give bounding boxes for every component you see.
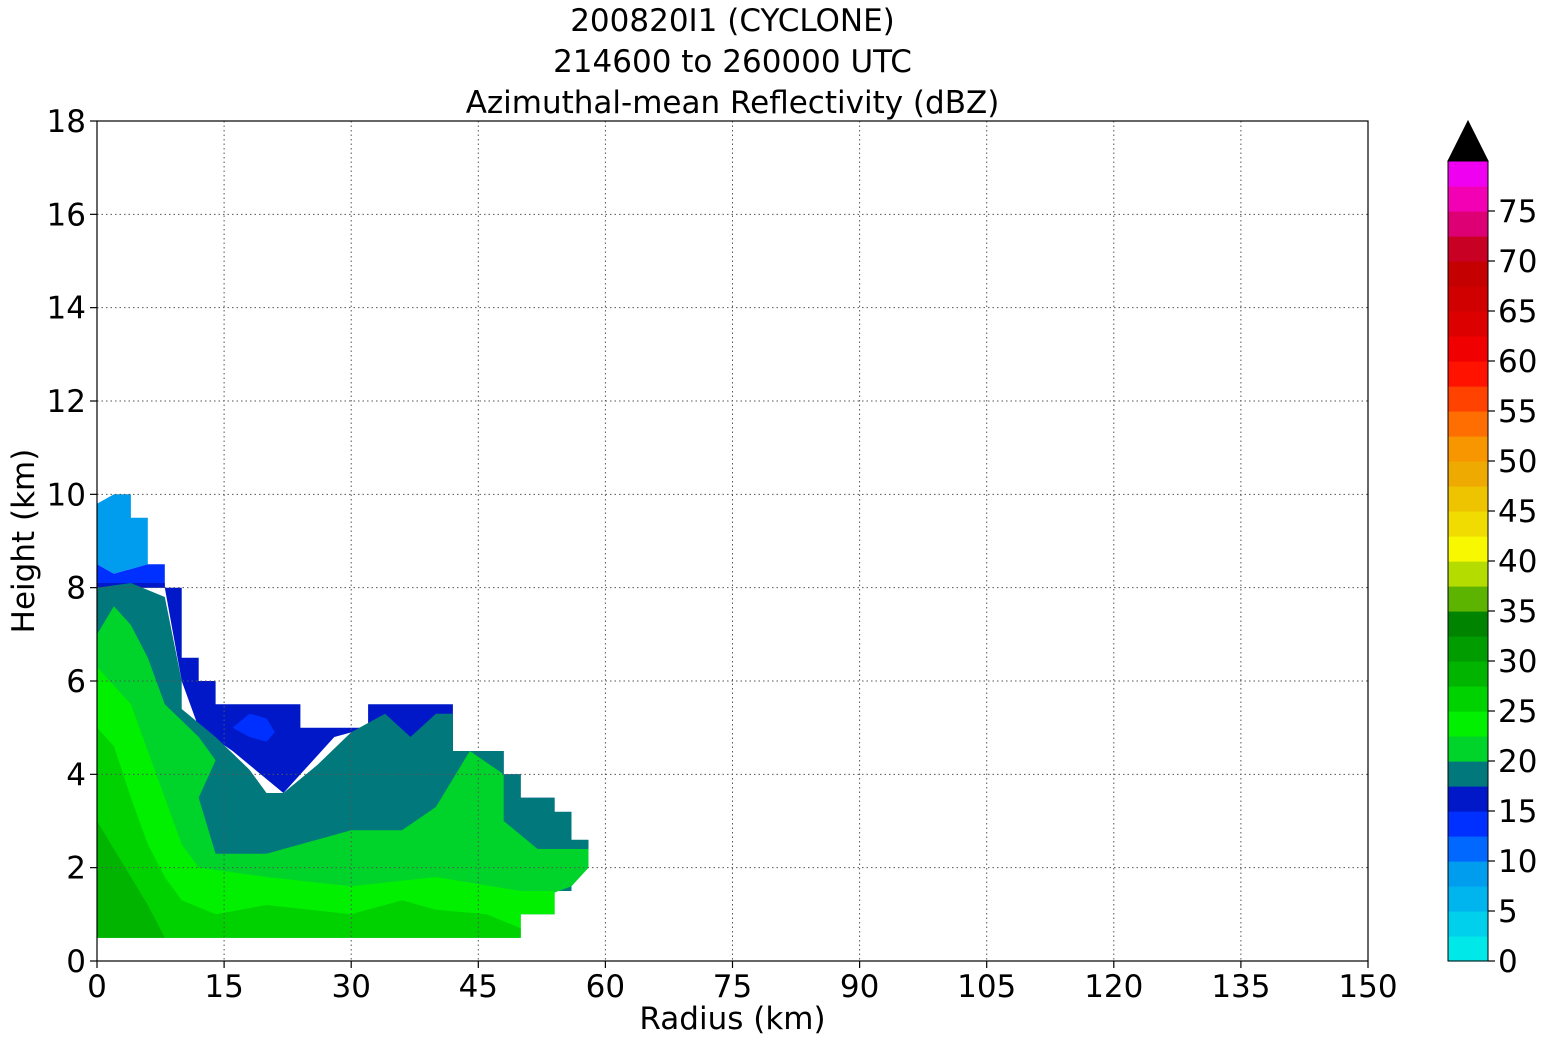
colorbar-band-14 [1448,586,1488,612]
colorbar-band-31 [1448,161,1488,187]
x-tick-label-1: 15 [204,969,243,1005]
x-axis-ticks: 0 15 30 45 60 75 90 105 120 135 150 [87,961,1398,1005]
colorbar-tick-label-8: 40 [1498,544,1537,580]
y-tick-label-8: 16 [47,197,86,233]
contour-region-5 [97,606,589,905]
colorbar-tick-label-11: 55 [1498,394,1537,430]
colorbar-tick-label-15: 75 [1498,194,1537,230]
colorbar-band-19 [1448,461,1488,487]
colorbar-band-23 [1448,361,1488,387]
y-tick-label-5: 10 [47,477,86,513]
x-tick-label-7: 105 [957,969,1016,1005]
x-tick-label-4: 60 [586,969,625,1005]
colorbar-tick-label-2: 10 [1498,844,1537,880]
y-tick-label-0: 0 [66,944,86,980]
x-axis-label: Radius (km) [639,1001,826,1037]
colorbar-band-1 [1448,911,1488,937]
colorbar-band-21 [1448,411,1488,437]
colorbar-band-5 [1448,811,1488,837]
colorbar-band-29 [1448,211,1488,237]
colorbar-tick-label-14: 70 [1498,244,1537,280]
colorbar-band-18 [1448,486,1488,512]
colorbar-tick-label-13: 65 [1498,294,1537,330]
grid-lines [97,121,1368,961]
colorbar-tick-label-4: 20 [1498,744,1537,780]
colorbar-tick-label-9: 45 [1498,494,1537,530]
chart-title-line-1: 200820I1 (CYCLONE) [570,3,895,39]
colorbar-band-24 [1448,336,1488,362]
y-tick-label-3: 6 [66,664,86,700]
colorbar-band-10 [1448,686,1488,712]
contour-fills [97,494,589,938]
colorbar-band-12 [1448,636,1488,662]
colorbar-band-13 [1448,611,1488,637]
colorbar-band-7 [1448,761,1488,787]
x-tick-label-6: 90 [840,969,879,1005]
x-tick-label-8: 120 [1084,969,1143,1005]
colorbar: 0 5 10 15 20 25 30 35 40 45 50 55 60 65 70 75 [1447,119,1537,980]
colorbar-band-22 [1448,386,1488,412]
contour-region-6 [97,667,555,938]
colorbar-band-6 [1448,786,1488,812]
chart-title-line-2: 214600 to 260000 UTC [553,44,912,80]
y-axis-ticks: 0 2 4 6 8 10 12 14 16 18 [47,104,97,980]
y-tick-label-9: 18 [47,104,86,140]
colorbar-extend-arrow [1447,119,1489,162]
colorbar-band-3 [1448,861,1488,887]
colorbar-tick-label-7: 35 [1498,594,1537,630]
colorbar-band-4 [1448,836,1488,862]
colorbar-tick-label-6: 30 [1498,644,1537,680]
colorbar-band-0 [1448,936,1488,962]
colorbar-band-28 [1448,236,1488,262]
colorbar-band-20 [1448,436,1488,462]
colorbar-band-25 [1448,311,1488,337]
colorbar-tick-label-1: 5 [1498,894,1518,930]
chart-title-line-3: Azimuthal-mean Reflectivity (dBZ) [465,85,1000,121]
colorbar-band-2 [1448,886,1488,912]
x-tick-label-9: 135 [1211,969,1270,1005]
y-tick-label-7: 14 [47,291,86,327]
colorbar-band-11 [1448,661,1488,687]
y-tick-label-2: 4 [66,757,86,793]
contour-region-3 [232,713,275,742]
x-tick-label-2: 30 [331,969,370,1005]
colorbar-tick-label-10: 50 [1498,444,1537,480]
contour-region-0 [97,494,148,574]
y-axis-label: Height (km) [6,448,42,634]
colorbar-band-15 [1448,561,1488,587]
colorbar-tick-label-3: 15 [1498,794,1537,830]
colorbar-band-27 [1448,261,1488,287]
colorbar-tick-label-5: 25 [1498,694,1537,730]
colorbar-band-16 [1448,536,1488,562]
y-tick-label-4: 8 [66,571,86,607]
colorbar-band-26 [1448,286,1488,312]
x-tick-label-5: 75 [713,969,752,1005]
y-tick-label-6: 12 [47,384,86,420]
x-tick-label-3: 45 [459,969,498,1005]
colorbar-band-8 [1448,736,1488,762]
contour-region-8 [97,821,165,938]
colorbar-band-17 [1448,511,1488,537]
colorbar-tick-label-12: 60 [1498,344,1537,380]
colorbar-tick-label-0: 0 [1498,944,1518,980]
colorbar-band-9 [1448,711,1488,737]
y-tick-label-1: 2 [66,851,86,887]
colorbar-band-30 [1448,186,1488,212]
x-tick-label-0: 0 [87,969,107,1005]
x-tick-label-10: 150 [1338,969,1397,1005]
contour-region-1 [97,564,165,588]
